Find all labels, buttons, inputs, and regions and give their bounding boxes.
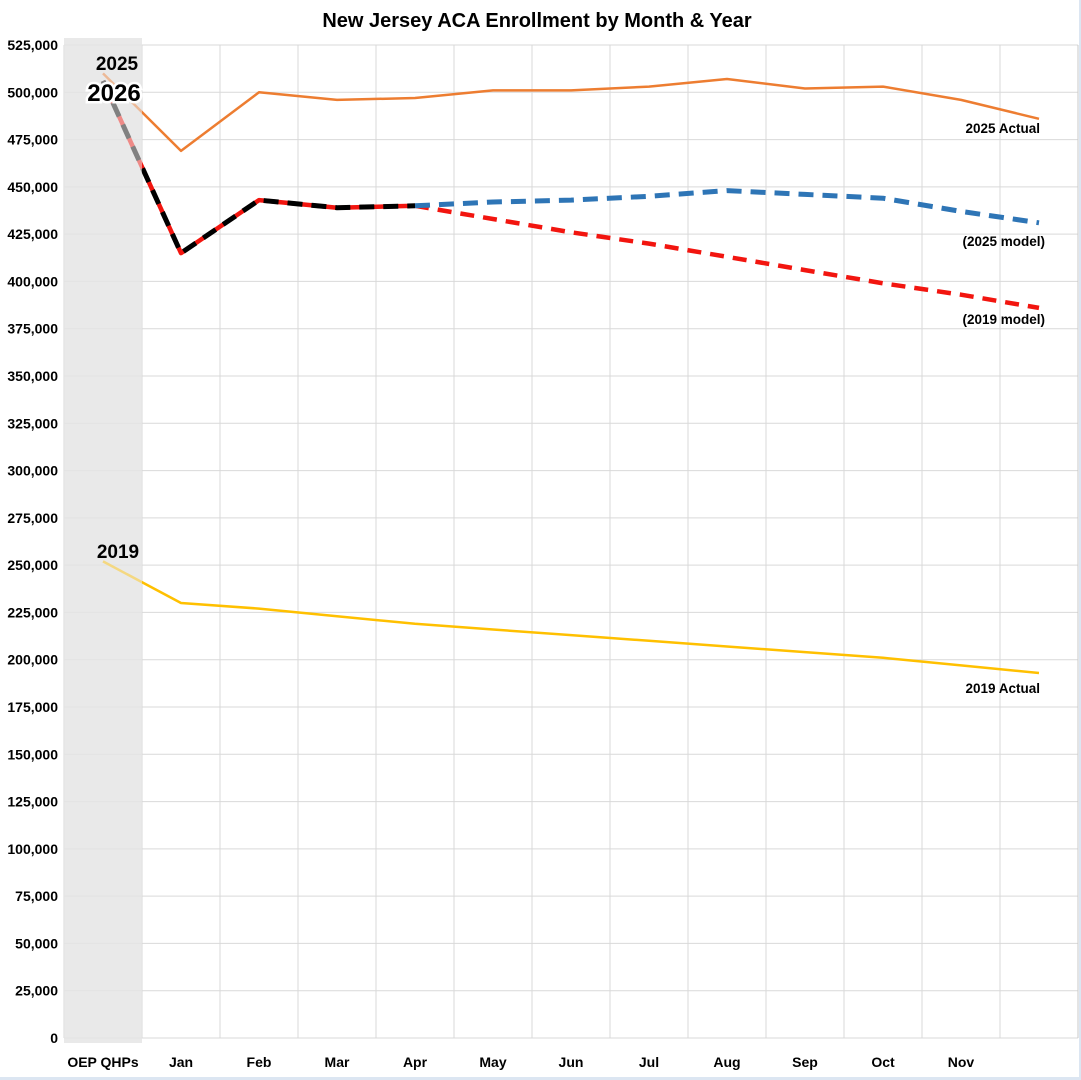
y-axis-tick: 325,000 [7, 415, 58, 431]
2025-model-line [414, 188, 1040, 226]
chart-title: New Jersey ACA Enrollment by Month & Yea… [322, 10, 752, 32]
y-axis-tick: 225,000 [7, 604, 58, 620]
2019-model-line-underlay [100, 79, 416, 256]
y-axis-tick: 400,000 [7, 273, 58, 289]
annotations: 2025 2026 2019 2025 Actual (2025 model) (2019… [85, 54, 1045, 696]
x-axis-tick: Sep [792, 1054, 818, 1070]
window-bottom-edge [0, 1077, 1081, 1080]
y-axis-tick: 250,000 [7, 557, 58, 573]
y-axis-tick: 125,000 [7, 794, 58, 810]
annotation-label-2019-model: (2019 model) [962, 312, 1045, 327]
band-mute-overlay [64, 38, 142, 1043]
y-axis-tick: 200,000 [7, 652, 58, 668]
window-right-edge [1079, 0, 1081, 1080]
y-axis-tick: 50,000 [15, 935, 58, 951]
annotation-label-2025-actual: 2025 Actual [965, 121, 1040, 136]
y-axis-tick: 475,000 [7, 132, 58, 148]
y-axis-tick: 500,000 [7, 84, 58, 100]
y-axis-tick: 0 [50, 1030, 58, 1046]
2025-actual-line [102, 72, 1040, 153]
y-axis-tick: 75,000 [15, 888, 58, 904]
x-axis-tick: May [479, 1054, 506, 1070]
y-axis-tick: 425,000 [7, 226, 58, 242]
gridlines [63, 44, 1079, 1039]
annotation-label-2019-actual: 2019 Actual [965, 681, 1040, 696]
2019-actual-line [102, 560, 1040, 675]
y-axis-tick: 25,000 [15, 983, 58, 999]
y-axis-tick: 375,000 [7, 321, 58, 337]
y-axis-tick: 175,000 [7, 699, 58, 715]
x-axis-tick: Feb [247, 1054, 272, 1070]
x-axis-tick: Mar [325, 1054, 350, 1070]
y-axis-tick: 150,000 [7, 746, 58, 762]
y-axis-tick: 350,000 [7, 368, 58, 384]
x-axis-tick: Jun [559, 1054, 584, 1070]
axis-labels: 0 25,000 50,000 75,000 100,000 125,000 150,000… [7, 37, 974, 1070]
x-axis-tick: Oct [871, 1054, 895, 1070]
x-axis-tick: Jan [169, 1054, 193, 1070]
y-axis-tick: 100,000 [7, 841, 58, 857]
y-axis-tick: 450,000 [7, 179, 58, 195]
y-axis-tick: 525,000 [7, 37, 58, 53]
series-lines [100, 72, 1040, 675]
x-axis-tick: Nov [948, 1054, 975, 1070]
annotation-label-2019: 2019 [97, 542, 139, 563]
annotation-label-2026: 2026 [87, 80, 140, 107]
annotation-label-2025: 2025 [96, 54, 139, 75]
2019-model-line [414, 203, 1040, 311]
2026-actual-to-date-line [100, 79, 416, 256]
x-axis-tick: Aug [713, 1054, 740, 1070]
x-axis-tick: Jul [639, 1054, 659, 1070]
x-axis-tick: OEP QHPs [67, 1054, 139, 1070]
y-axis-tick: 275,000 [7, 510, 58, 526]
annotation-label-2025-model: (2025 model) [962, 234, 1045, 249]
x-axis-tick: Apr [403, 1054, 428, 1070]
y-axis-tick: 300,000 [7, 463, 58, 479]
